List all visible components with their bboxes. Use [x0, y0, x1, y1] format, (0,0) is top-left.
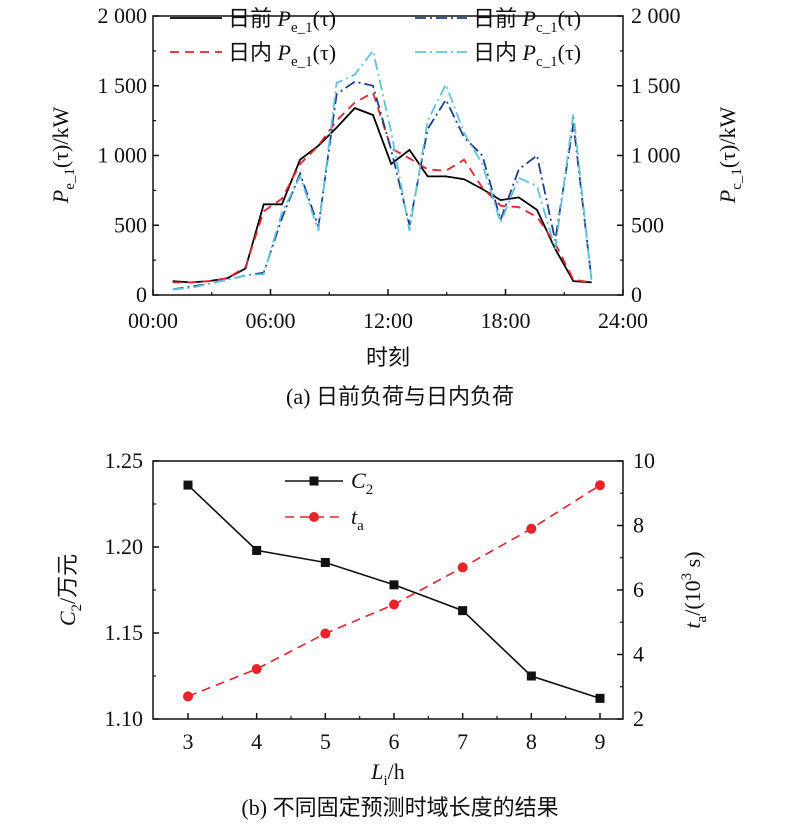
chart-a-legend-label: 日内 Pe_1(τ) [228, 40, 336, 70]
chart-a-ytick-label-left: 0 [136, 282, 147, 307]
chart-b-point-ta [320, 628, 331, 639]
chart-b-ytick-label-right: 2 [633, 706, 644, 731]
chart-a-ytick-label-left: 1 000 [98, 143, 148, 168]
chart-b-point-C2 [595, 693, 605, 703]
chart-a-caption: (a) 日前负荷与日内负荷 [286, 384, 514, 409]
chart-b-point-ta [389, 599, 399, 610]
chart-a-ytick-label-left: 1 500 [98, 73, 148, 98]
chart-a: 0 0 500 500 1 000 1 000 1 500 1 500 2 000 2 000 00… [48, 3, 745, 409]
chart-b-xtick-label: 6 [389, 729, 400, 754]
chart-b-frame [152, 460, 624, 720]
chart-b-legend-label: ta [351, 504, 364, 534]
chart-b-point-ta [526, 523, 537, 534]
chart-b-legend-label: C2 [351, 468, 373, 498]
chart-b-ytick-label-right: 6 [633, 577, 644, 602]
chart-a-xtick-label: 06:00 [245, 308, 295, 333]
chart-b-xlabel: Li/h [370, 759, 405, 789]
chart-a-xtick-label: 24:00 [598, 308, 648, 333]
chart-b-point-C2 [389, 580, 399, 590]
chart-b-point-C2 [526, 671, 536, 681]
chart-b-ytick-label-right: 4 [633, 642, 644, 667]
chart-a-series-1 [172, 107, 592, 284]
chart-b-series-2 [187, 484, 601, 698]
chart-b-ytick-label-left: 1.10 [105, 706, 144, 731]
chart-a-series-3 [172, 80, 593, 291]
chart-a-legend-label: 日内 Pc_1(τ) [473, 40, 581, 70]
chart-a-ytick-label-left: 500 [114, 212, 147, 237]
chart-b-ylabel-left: C2/万元 [55, 554, 85, 626]
chart-b-ytick-label-left: 1.20 [105, 534, 144, 559]
chart-b-legend-marker [309, 476, 319, 486]
chart-b-legend-marker [309, 512, 319, 522]
chart-b-point-ta [457, 562, 468, 573]
chart-a-ytick-label-right: 500 [631, 212, 664, 237]
chart-a-legend-label: 日前 Pe_1(τ) [228, 6, 336, 36]
chart-b-ylabel-left-text: C2/万元 [55, 554, 85, 626]
chart-a-ytick-label-right: 1 500 [631, 73, 681, 98]
chart-b-ytick-label-right: 8 [633, 513, 644, 538]
chart-a-xtick-label: 18:00 [480, 308, 530, 333]
chart-b-xtick-label: 5 [320, 729, 331, 754]
chart-a-ylabel-left: Pe_1(τ)/kW [48, 107, 78, 205]
chart-b-xtick-label: 9 [595, 729, 606, 754]
chart-b-point-C2 [183, 480, 193, 490]
chart-b-series-1 [187, 484, 601, 700]
chart-a-ytick-label-left: 2 000 [98, 3, 148, 28]
chart-b-caption: (b) 不同固定预测时域长度的结果 [241, 795, 558, 820]
chart-a-series-4 [172, 48, 593, 291]
chart-a-ylabel-right: Pc_1(τ)/kW [715, 107, 745, 205]
chart-b-xtick-label: 8 [526, 729, 537, 754]
chart-a-xlabel: 时刻 [366, 345, 410, 370]
chart-b-ylabel-right-text: ta/(103 s) [679, 551, 710, 628]
chart-b-xtick-label: 3 [183, 729, 194, 754]
chart-a-ylabel-left-text: Pe_1(τ)/kW [48, 107, 78, 205]
chart-b-xtick-label: 4 [251, 729, 262, 754]
chart-a-ytick-label-right: 0 [631, 282, 642, 307]
chart-b-point-C2 [458, 606, 468, 616]
chart-a-ytick-label-right: 1 000 [631, 143, 681, 168]
chart-b: 1.10 1.15 1.20 1.25 2 4 6 8 10 3 4 5 6 7 8 9 C2 ta C2/万元 ta… [55, 448, 710, 820]
chart-b-ytick-label-left: 1.25 [105, 448, 144, 473]
chart-b-xtick-label: 7 [457, 729, 468, 754]
chart-a-ylabel-right-text: Pc_1(τ)/kW [715, 107, 745, 205]
chart-a-legend-label: 日前 Pc_1(τ) [473, 6, 581, 36]
chart-b-point-ta [183, 691, 193, 702]
chart-b-point-ta [595, 480, 605, 491]
chart-b-ytick-label-right: 10 [633, 448, 655, 473]
chart-a-ytick-label-right: 2 000 [631, 3, 681, 28]
chart-b-point-C2 [252, 545, 262, 555]
chart-a-xtick-label: 12:00 [363, 308, 413, 333]
chart-a-xtick-label: 00:00 [128, 308, 178, 333]
chart-b-point-ta [251, 664, 262, 675]
chart-b-point-C2 [320, 557, 330, 567]
chart-b-ylabel-right: ta/(103 s) [679, 551, 710, 628]
chart-b-ytick-label-left: 1.15 [105, 620, 144, 645]
